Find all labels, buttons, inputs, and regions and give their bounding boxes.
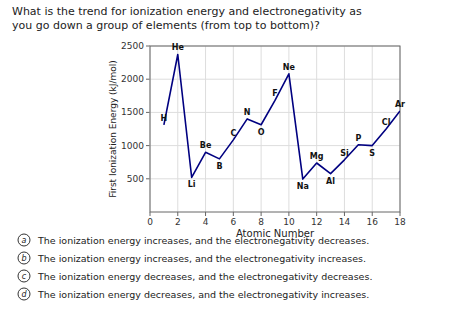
plot-frame [150,46,400,212]
tick-mark [150,212,151,216]
tick-label: 4 [203,217,209,227]
point-label: Ne [283,63,296,72]
option-letter: c [22,272,27,281]
tick-mark [288,212,289,216]
tick-label: 500 [127,174,144,184]
title: What is the trend for ionization energy … [12,5,362,18]
point-label: Si [340,149,349,158]
tick-mark [146,79,150,80]
grid-line [344,46,345,212]
tick-mark [372,212,373,216]
tick-mark [400,212,401,216]
tick-label: 18 [394,217,406,227]
plot-background [150,46,400,212]
tick-mark [205,212,206,216]
tick-mark [146,178,150,179]
point-label: P [355,134,361,143]
tick-label: 12 [311,217,322,227]
option-letter: d [21,290,27,299]
point-label: F [272,89,277,98]
tick-mark [233,212,234,216]
tick-label: 2000 [121,74,144,84]
option-text: The ionization energy increases, and the… [37,235,369,246]
data-line [164,55,400,180]
tick-label: 8 [258,217,264,227]
tick-mark [316,212,317,216]
grid-line [372,46,373,212]
option-text: The ionization energy decreases, and the… [37,289,369,300]
grid-line [150,112,400,113]
plot-marks [164,55,400,180]
y-axis-label: First Ionization Energy (kJ/mol) [108,60,118,198]
point-label: He [172,43,185,52]
tick-mark [261,212,262,216]
tick-label: 1500 [121,107,144,117]
point-label: O [258,128,265,137]
point-label: Ar [395,100,405,109]
option-text: The ionization energy decreases, and the… [37,271,372,282]
option-circle [18,270,30,282]
subtitle: you go down a group of elements (from to… [12,19,320,32]
tick-mark [177,212,178,216]
point-label: Li [188,180,196,189]
option-letter: a [22,236,27,245]
chart: What is the trend for ionization energy … [0,0,474,311]
option-text: The ionization energy increases, and the… [37,253,366,264]
tick-mark [146,112,150,113]
point-label: B [216,162,222,171]
option-circle [18,234,30,246]
tick-label: 0 [147,217,153,227]
tick-label: 16 [366,217,378,227]
tick-label: 10 [283,217,295,227]
tick-label: 1000 [121,141,144,151]
tick-label: 2500 [121,41,144,51]
grid-line [205,46,206,212]
tick-mark [146,46,150,47]
tick-mark [344,212,345,216]
point-label: N [244,108,251,117]
point-label: S [369,149,375,158]
grid-line [150,79,400,80]
point-label: Na [297,182,309,191]
option-circle [18,252,30,264]
grid-line [150,178,400,179]
tick-label: 14 [339,217,351,227]
tick-mark [146,145,150,146]
grid-line [316,46,317,212]
point-label: Cl [382,118,391,127]
point-label: Be [200,141,212,150]
grid-line [177,46,178,212]
tick-label: 6 [230,217,236,227]
point-label: Mg [310,152,324,161]
point-label: Al [326,177,335,186]
point-label: C [230,129,236,138]
point-label: H [161,114,168,123]
option-letter: b [21,254,26,263]
option-circle [18,288,30,300]
tick-label: 2 [175,217,181,227]
